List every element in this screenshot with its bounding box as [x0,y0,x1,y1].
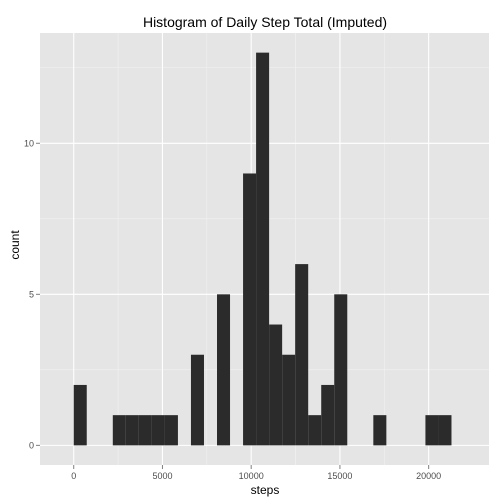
x-axis-ticks: 0 5000 10000 15000 20000 [71,465,441,481]
y-axis-title: count [8,230,22,260]
histogram-bar [164,415,178,446]
histogram-bar [73,384,87,446]
histogram-bar [269,324,283,446]
histogram-bar [217,294,231,446]
histogram-bar [243,173,257,446]
y-tick-label: 10 [24,138,34,148]
histogram-bar [425,415,439,446]
histogram-bar [373,415,387,446]
histogram-bar [295,264,309,446]
histogram-bar [112,415,126,446]
histogram-bar [151,415,165,446]
histogram-bar [321,384,335,446]
histogram-bar [138,415,152,446]
histogram-bar [125,415,139,446]
x-tick-label: 20000 [416,471,441,481]
histogram-bars [73,52,452,446]
chart-title: Histogram of Daily Step Total (Imputed) [143,14,387,30]
histogram-bar [190,354,204,446]
histogram-bar [308,415,322,446]
y-axis-ticks: 0 5 10 [24,138,40,450]
histogram-bar [282,354,296,446]
x-tick-label: 0 [71,471,76,481]
x-tick-label: 10000 [239,471,264,481]
x-axis-title: steps [251,483,280,497]
y-tick-label: 0 [29,440,34,450]
x-tick-label: 15000 [327,471,352,481]
x-tick-label: 5000 [152,471,172,481]
histogram-bar [438,415,452,446]
y-tick-label: 5 [29,289,34,299]
histogram-bar [256,52,270,446]
histogram-bar [334,294,348,446]
